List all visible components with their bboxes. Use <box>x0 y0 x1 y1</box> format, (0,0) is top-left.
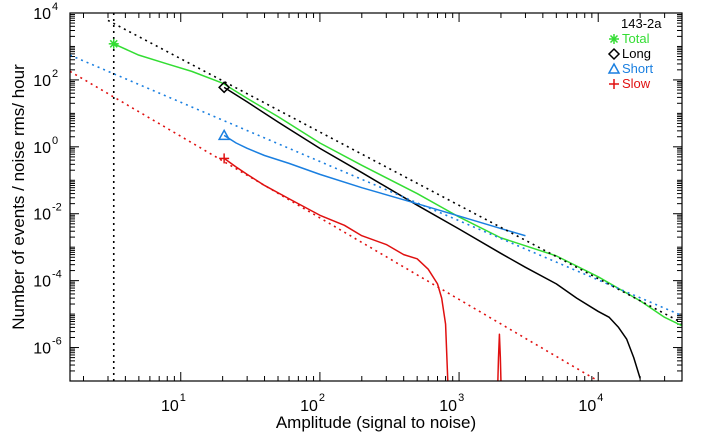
x-tick-exponent: 3 <box>458 392 464 404</box>
tick-labels: 10 1 10 2 10 3 10 410 410 210 010 -210 -410 -6 <box>33 1 603 415</box>
legend-label-slow: Slow <box>622 76 651 91</box>
series-group <box>70 13 682 381</box>
y-tick-label: 10 <box>33 274 51 291</box>
series-short-fit <box>70 54 682 317</box>
x-tick-label: 10 <box>161 398 179 415</box>
y-tick-label: 10 <box>33 6 51 23</box>
y-tick-exponent: 2 <box>52 68 58 80</box>
marker-short <box>217 128 231 141</box>
x-axis-title: Amplitude (signal to noise) <box>276 413 476 432</box>
y-tick-label: 10 <box>33 341 51 358</box>
series-long-line <box>223 86 641 379</box>
legend-label-short: Short <box>622 61 653 76</box>
ticks <box>70 12 683 382</box>
plot-frame <box>69 12 683 382</box>
x-tick-exponent: 4 <box>597 392 603 404</box>
x-tick-label: 10 <box>439 398 457 415</box>
marker-long <box>218 81 231 94</box>
y-tick-exponent: -6 <box>52 336 62 348</box>
series-short-line <box>223 134 526 237</box>
legend-label-long: Long <box>622 46 651 61</box>
legend-marker-slow <box>609 79 619 89</box>
series-total-fit <box>107 19 682 324</box>
y-tick-label: 10 <box>33 207 51 224</box>
y-tick-label: 10 <box>33 73 51 90</box>
series-total-line <box>113 43 682 327</box>
y-tick-exponent: -2 <box>52 202 62 214</box>
y-tick-exponent: -4 <box>52 269 62 281</box>
legend-label-total: Total <box>622 31 650 46</box>
marker-total <box>108 38 119 49</box>
y-tick-label: 10 <box>33 140 51 157</box>
series-lines <box>70 13 682 381</box>
x-tick-label: 10 <box>578 398 596 415</box>
x-tick-exponent: 2 <box>319 392 325 404</box>
y-tick-exponent: 4 <box>52 1 58 13</box>
legend-marker-long <box>607 47 621 61</box>
series-slow-line <box>497 333 502 381</box>
x-tick-exponent: 1 <box>180 392 186 404</box>
legend-marker-total <box>609 34 619 44</box>
legend-title: 143-2a <box>621 16 662 31</box>
marker-slow <box>219 153 230 164</box>
x-tick-label: 10 <box>300 398 318 415</box>
series-slow-fit <box>70 70 599 381</box>
y-tick-exponent: 0 <box>52 135 58 147</box>
series-slow-line <box>223 157 449 381</box>
legend-marker-short <box>607 62 621 74</box>
y-axis-title: Number of events / noise rms/ hour <box>9 64 28 330</box>
